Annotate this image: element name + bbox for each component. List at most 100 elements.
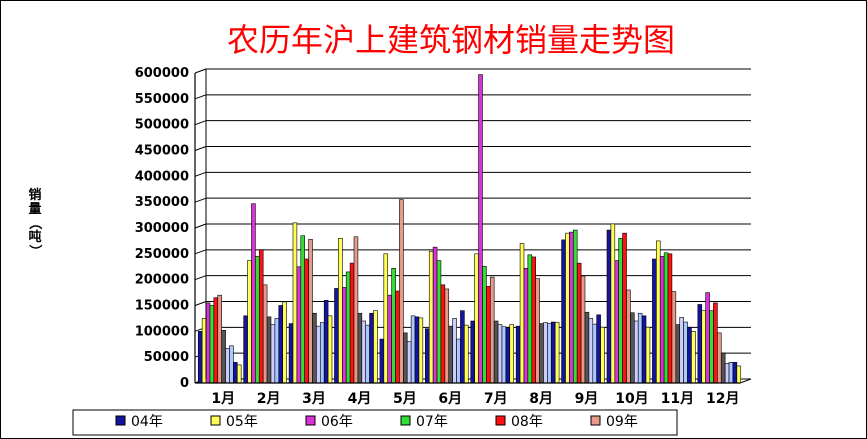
bar — [606, 229, 612, 384]
bar — [395, 290, 400, 384]
x-tick-label: 8月 — [529, 391, 553, 407]
bar — [470, 320, 475, 384]
bar — [278, 305, 283, 384]
bar — [274, 318, 280, 384]
bar — [247, 260, 252, 384]
y-tick-label: 550000 — [135, 92, 189, 107]
y-axis-label-char: 销 — [28, 187, 41, 203]
bar — [531, 256, 536, 384]
y-axis-label-char: 量 — [28, 202, 41, 217]
bar — [527, 254, 533, 384]
x-tick-label: 11月 — [661, 391, 694, 407]
bar — [327, 315, 333, 384]
bar — [197, 331, 203, 384]
legend-label: 08年 — [511, 414, 543, 430]
gridline-depth — [194, 120, 207, 126]
bar — [709, 310, 714, 384]
bar — [316, 325, 321, 384]
x-tick-label: 3月 — [302, 391, 326, 407]
bar — [569, 231, 574, 384]
bar — [576, 262, 582, 384]
bar — [550, 321, 556, 384]
y-tick-label: 200000 — [135, 273, 189, 288]
x-tick-label: 2月 — [257, 391, 281, 407]
bar — [637, 312, 643, 384]
legend-swatch — [400, 415, 411, 426]
bar — [406, 341, 412, 384]
y-axis-label-char: 吨 — [28, 229, 41, 245]
bar — [338, 238, 343, 384]
bar — [584, 311, 590, 384]
bar — [251, 203, 256, 384]
gridline-depth — [194, 94, 207, 100]
x-axis-ticks: 1月 2月 3月 4月 5月 6月 7月 8月 9月 10月 11月 12月 — [211, 391, 739, 407]
bar — [460, 310, 465, 384]
y-tick-label: 50000 — [144, 350, 189, 365]
bar — [645, 326, 651, 384]
bar — [288, 323, 294, 384]
gridline-depth — [194, 223, 207, 229]
bar — [572, 229, 578, 384]
bars — [197, 74, 742, 384]
gridline-depth — [194, 171, 207, 177]
x-tick-label: 7月 — [484, 391, 508, 407]
bar — [383, 253, 389, 384]
bar — [580, 275, 586, 384]
bar — [697, 304, 703, 384]
gridline-depth — [194, 249, 207, 255]
bar — [614, 260, 620, 384]
bar — [464, 324, 469, 384]
legend-swatch — [115, 415, 126, 426]
bar — [308, 239, 313, 384]
bar — [410, 315, 416, 384]
bar — [515, 325, 521, 384]
bar — [258, 249, 264, 384]
bar — [497, 324, 503, 384]
bar — [403, 332, 408, 384]
bar — [663, 252, 669, 384]
bar — [349, 262, 355, 384]
bar — [217, 294, 222, 384]
bar — [456, 338, 461, 384]
x-tick-label: 9月 — [575, 391, 599, 407]
bar — [361, 320, 367, 384]
bar — [675, 324, 681, 384]
bar — [652, 258, 657, 384]
bar — [452, 318, 457, 384]
bar — [554, 322, 560, 384]
bar — [736, 365, 742, 384]
bar — [539, 323, 544, 384]
bar — [641, 315, 647, 384]
bar — [255, 256, 260, 384]
bar — [474, 253, 479, 384]
bar — [622, 232, 627, 384]
bar — [535, 278, 540, 384]
bar — [561, 239, 566, 384]
bar — [357, 312, 363, 384]
bar — [600, 326, 605, 384]
x-tick-label: 4月 — [348, 391, 372, 407]
bar — [353, 236, 359, 384]
bar — [509, 324, 514, 384]
legend-label: 05年 — [226, 414, 258, 430]
axes — [194, 69, 740, 384]
legend: 04年 05年 06年 07年 08年 09年 — [72, 409, 678, 436]
bar — [262, 284, 268, 384]
x-tick-label: 1月 — [211, 391, 235, 407]
y-axis-label-char: （ — [27, 216, 43, 229]
bar — [300, 235, 305, 384]
bar — [596, 314, 601, 384]
bar — [201, 318, 207, 384]
bar — [519, 243, 525, 384]
bar — [501, 326, 507, 384]
bar — [687, 326, 692, 384]
bar — [436, 260, 442, 384]
chart-title: 农历年沪上建筑钢材销量走势图 — [227, 21, 675, 59]
x-tick-label: 12月 — [706, 391, 739, 407]
bar — [399, 199, 404, 384]
bar — [342, 287, 347, 384]
bar — [448, 325, 453, 384]
bar — [312, 312, 317, 384]
y-tick-label: 350000 — [135, 195, 189, 210]
